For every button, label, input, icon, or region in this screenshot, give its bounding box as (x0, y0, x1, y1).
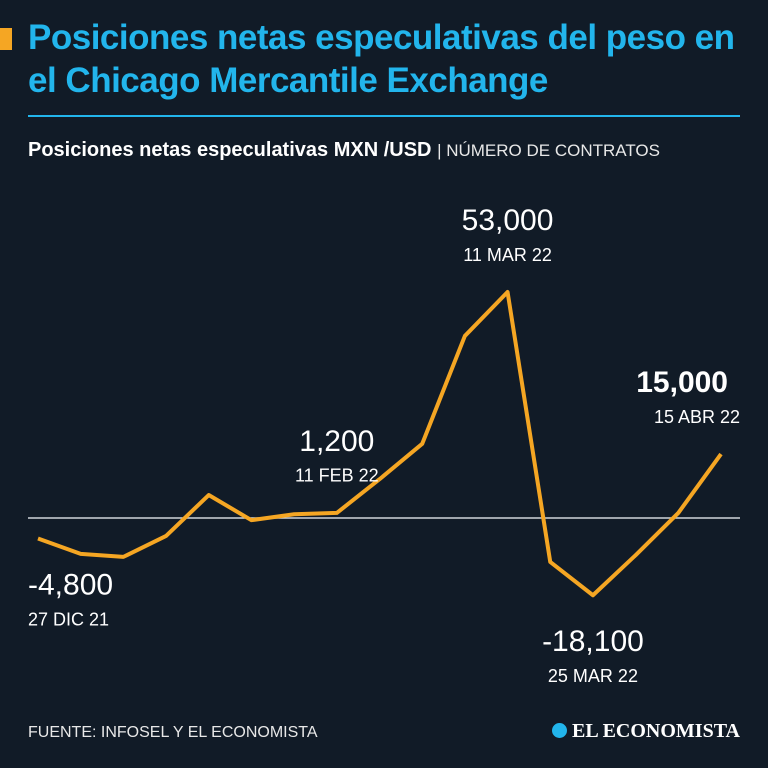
date-label: 11 FEB 22 (295, 466, 379, 486)
subtitle-unit: | NÚMERO DE CONTRATOS (437, 141, 660, 160)
brand-icon (552, 723, 567, 738)
source: FUENTE: INFOSEL Y EL ECONOMISTA (28, 724, 318, 741)
title-rule (28, 115, 740, 117)
value-label: -18,100 (542, 625, 644, 658)
value-label: 53,000 (462, 204, 554, 237)
value-label: 1,200 (299, 425, 374, 458)
accent-mark (0, 28, 12, 50)
date-label: 11 MAR 22 (463, 245, 552, 265)
subtitle-main: Posiciones netas especulativas MXN /USD (28, 139, 432, 161)
date-label: 27 DIC 21 (28, 609, 109, 629)
data-line (37, 290, 723, 598)
brand-name: EL ECONOMISTA (572, 720, 740, 742)
chart-title: Posiciones netas especulativas del peso … (28, 18, 735, 100)
date-label: 25 MAR 22 (548, 666, 638, 686)
brand-logo: EL ECONOMISTA (552, 720, 740, 743)
value-label: 15,000 (636, 366, 728, 399)
subtitle: Posiciones netas especulativas MXN /USD … (28, 134, 718, 167)
date-label: 15 ABR 22 (654, 407, 740, 427)
value-label: -4,800 (28, 568, 113, 601)
